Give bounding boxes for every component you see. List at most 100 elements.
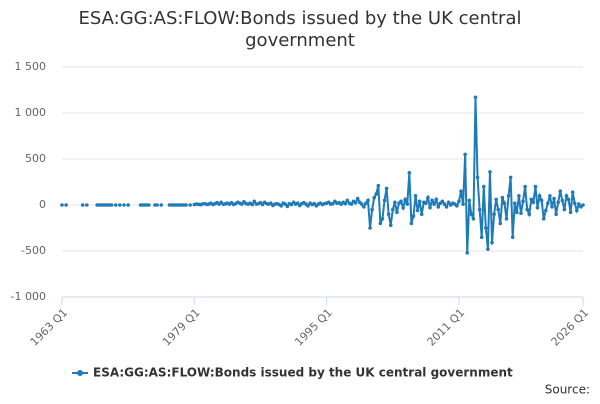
point [240, 202, 244, 206]
point [401, 205, 405, 210]
point [546, 201, 550, 205]
point [415, 208, 420, 213]
point [411, 214, 416, 218]
point [548, 194, 552, 198]
point [479, 235, 484, 239]
point [312, 201, 317, 206]
point [473, 95, 478, 100]
point [465, 251, 470, 255]
point [537, 194, 542, 198]
point [504, 217, 509, 221]
point [188, 203, 192, 207]
point [252, 199, 257, 204]
y-tick-label: 500 [25, 152, 46, 165]
point [508, 175, 513, 180]
point [550, 205, 554, 209]
point [419, 212, 424, 216]
point [380, 217, 385, 221]
point [60, 203, 64, 207]
point [539, 198, 544, 203]
point [374, 192, 379, 196]
point [529, 197, 534, 202]
point [399, 199, 403, 204]
point [570, 190, 575, 194]
point [434, 197, 439, 202]
point [455, 204, 459, 208]
point [370, 207, 374, 212]
point [471, 217, 476, 221]
point [517, 194, 521, 198]
point [519, 211, 523, 216]
point [426, 195, 430, 200]
point [430, 198, 434, 203]
point [446, 200, 451, 205]
point [566, 197, 571, 202]
point [440, 199, 445, 204]
point [572, 201, 577, 205]
point [368, 226, 372, 230]
point [500, 195, 505, 200]
point [417, 199, 422, 204]
point [184, 203, 188, 207]
point [463, 152, 467, 157]
point [405, 202, 410, 206]
point [490, 240, 494, 245]
point [269, 201, 273, 205]
point [118, 203, 122, 207]
point [554, 212, 558, 216]
point [409, 221, 414, 226]
source: Source: [545, 383, 590, 397]
point [122, 203, 126, 207]
chart-title: ESA:GG:AS:FLOW:Bonds issued by the UK ce… [78, 8, 522, 51]
point [159, 203, 164, 207]
point [477, 207, 482, 212]
x-tick-label: 1963 Q1 [28, 306, 71, 349]
point [459, 189, 463, 193]
point [535, 205, 540, 210]
x-tick-label: 2026 Q1 [549, 306, 592, 349]
point [388, 223, 393, 228]
point [531, 200, 536, 205]
point [355, 196, 360, 201]
point [442, 202, 447, 206]
point [564, 194, 569, 198]
point [496, 207, 501, 212]
point [289, 202, 294, 207]
point [523, 184, 527, 189]
point [515, 210, 519, 215]
point [428, 205, 432, 210]
point [109, 203, 114, 207]
point [378, 221, 383, 226]
point [543, 208, 548, 213]
point [481, 184, 486, 189]
point [581, 203, 585, 207]
point [552, 196, 556, 201]
point [484, 226, 488, 230]
point [362, 205, 366, 209]
point [283, 202, 288, 206]
point [568, 210, 573, 215]
legend-label: ESA:GG:AS:FLOW:Bonds issued by the UK ce… [93, 366, 513, 380]
point [461, 202, 465, 206]
point [295, 201, 300, 205]
point [492, 212, 496, 216]
x-tick-label: 1979 Q1 [160, 306, 203, 349]
point [113, 203, 118, 207]
point [556, 200, 560, 205]
point [413, 194, 418, 198]
point [331, 201, 335, 206]
point [345, 198, 350, 203]
point [486, 247, 490, 251]
point [384, 186, 389, 191]
point [525, 207, 529, 212]
point [424, 201, 428, 205]
point [64, 203, 68, 207]
point [533, 184, 538, 189]
point [506, 194, 511, 198]
point [560, 198, 565, 203]
y-tick-label: -500 [21, 244, 46, 257]
point [498, 221, 503, 226]
y-tick-label: 1 000 [15, 106, 47, 119]
y-tick-label: 1 500 [15, 60, 47, 73]
